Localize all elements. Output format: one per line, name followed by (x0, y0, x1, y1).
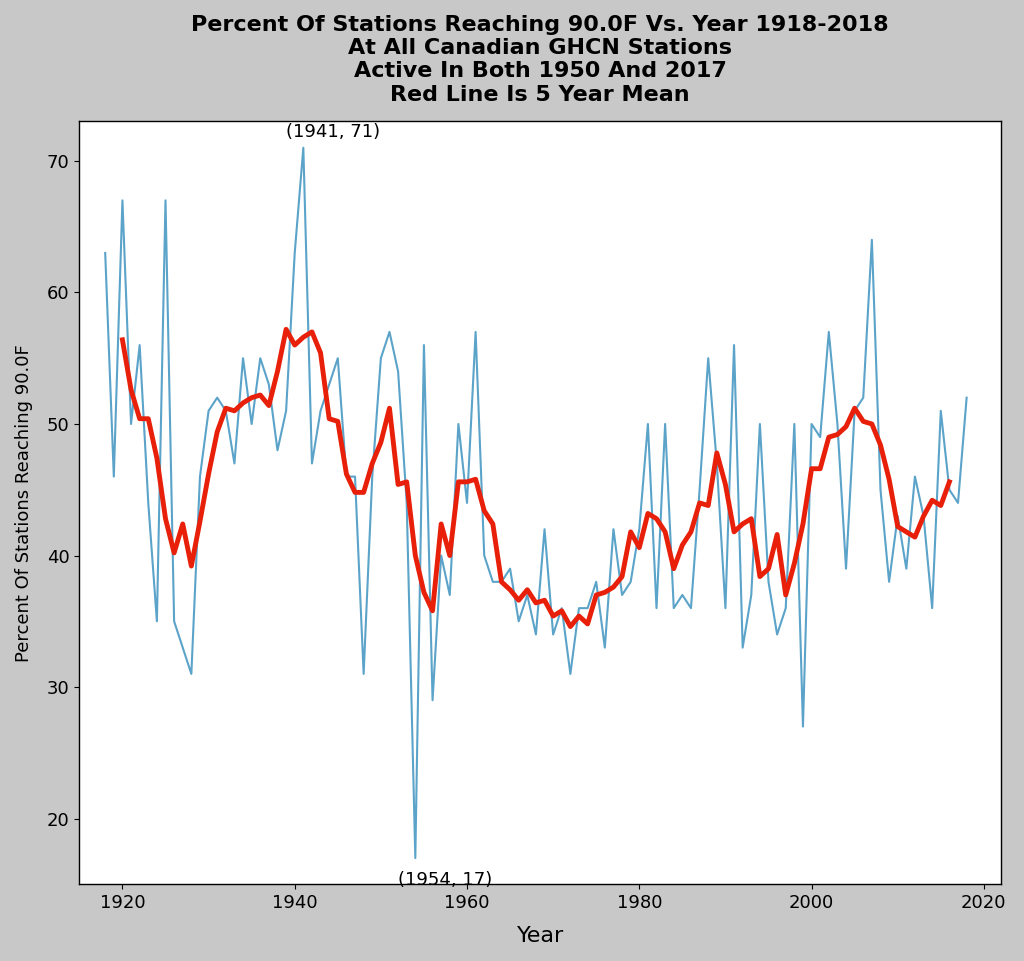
Text: (1941, 71): (1941, 71) (286, 123, 380, 141)
Text: (1954, 17): (1954, 17) (398, 872, 493, 889)
Y-axis label: Percent Of Stations Reaching 90.0F: Percent Of Stations Reaching 90.0F (15, 344, 33, 662)
Title: Percent Of Stations Reaching 90.0F Vs. Year 1918-2018
At All Canadian GHCN Stati: Percent Of Stations Reaching 90.0F Vs. Y… (191, 15, 889, 105)
X-axis label: Year: Year (516, 926, 564, 946)
